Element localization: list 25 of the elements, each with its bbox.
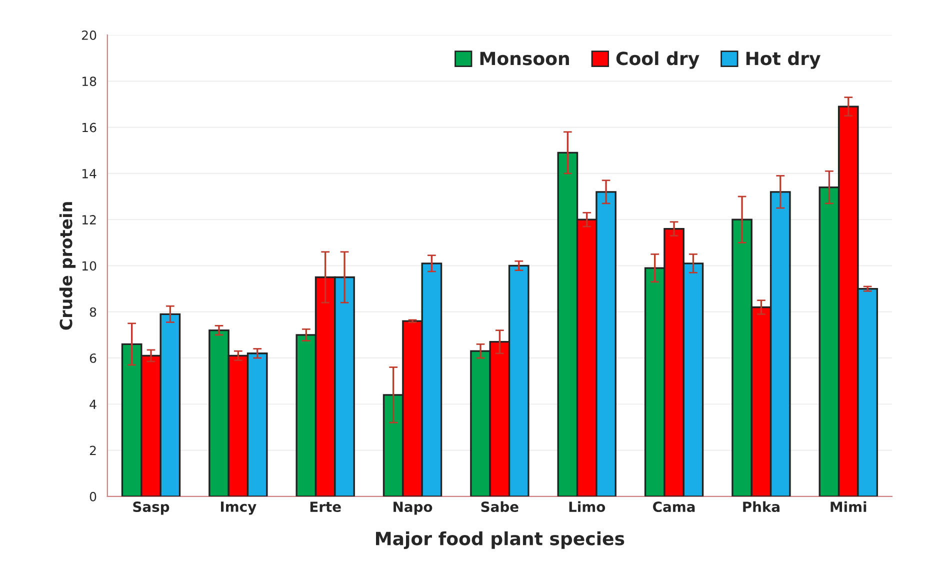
y-tick-label: 20 [82, 30, 96, 40]
y-tick-label: 14 [82, 169, 96, 178]
x-tick-label: Sasp [133, 502, 170, 515]
y-tick-label: 16 [82, 122, 96, 132]
y-tick-label: 12 [82, 215, 96, 224]
legend-label: Cool dry [616, 51, 700, 69]
y-tick-label: 10 [82, 261, 96, 271]
y-tick-label: 2 [90, 446, 96, 456]
x-axis-title: Major food plant species [376, 531, 624, 549]
x-tick-label: Phka [743, 501, 780, 512]
x-tick-label: Erte [310, 502, 341, 512]
y-tick-label: 0 [90, 492, 96, 502]
y-tick-label: 8 [90, 307, 96, 317]
legend-label: Monsoon [480, 52, 569, 66]
x-tick-label: Limo [569, 501, 606, 512]
y-tick-label: 18 [82, 76, 96, 86]
x-tick-label: Mimi [830, 501, 866, 512]
x-tick-label: Sabe [481, 501, 518, 512]
x-tick-label: Imcy [220, 502, 256, 515]
y-tick-label: 6 [90, 353, 96, 363]
x-tick-label: Napo [394, 502, 432, 515]
x-tick-label: Cama [653, 502, 695, 512]
y-axis-title: Crude protein [59, 202, 76, 330]
y-tick-label: 4 [90, 400, 96, 409]
legend-label: Hot dry [746, 51, 820, 69]
